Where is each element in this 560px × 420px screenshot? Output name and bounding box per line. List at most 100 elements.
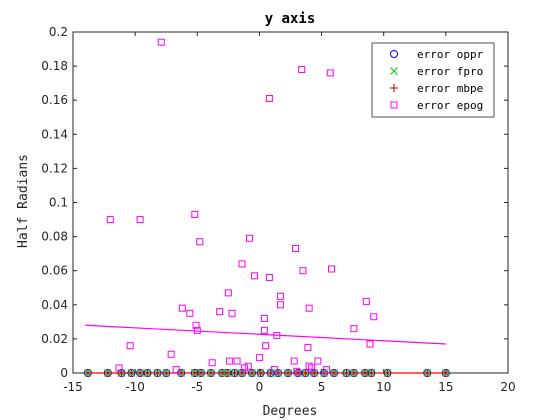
error-epog-point (323, 366, 331, 374)
error-mbpe-point (293, 369, 302, 377)
error-mbpe-point (136, 369, 145, 377)
legend-label: error mbpe (417, 82, 483, 95)
error-epog-point (106, 216, 114, 224)
error-epog-point (350, 325, 358, 333)
error-epog-point (208, 359, 216, 367)
error-epog-point (291, 245, 299, 253)
error-epog-point (136, 216, 144, 224)
y-tick-label: 0 (60, 366, 68, 380)
chart-title: y axis (265, 11, 316, 27)
x-tick-label: -10 (125, 380, 145, 394)
y-tick-label: 0.02 (41, 332, 68, 346)
x-tick-label: -15 (63, 380, 83, 394)
error-mbpe-point (441, 369, 450, 377)
error-epog-point (228, 309, 236, 317)
error-epog-point (245, 234, 253, 242)
error-mbpe-point (127, 369, 136, 377)
error-mbpe-point (143, 369, 152, 377)
y-tick-label: 0.04 (41, 298, 68, 312)
legend-label: error epog (417, 99, 483, 112)
legend-label: error oppr (417, 48, 484, 61)
y-tick-label: 0.18 (41, 59, 68, 73)
error-mbpe-point (256, 369, 265, 377)
y-tick-label: 0.06 (41, 264, 68, 278)
error-epog-point (241, 364, 249, 372)
error-epog-point (126, 342, 134, 350)
legend-marker (390, 67, 398, 75)
error-mbpe-point (83, 369, 92, 377)
error-epog-point (191, 210, 199, 218)
error-epog-point (255, 354, 263, 362)
error-mbpe-point (230, 369, 239, 377)
error-epog-point (196, 238, 204, 246)
legend-marker (390, 101, 398, 109)
error-mbpe-point (153, 369, 162, 377)
error-mbpe-point (117, 369, 126, 377)
error-epog-point (366, 340, 374, 348)
error-mbpe-point (206, 369, 215, 377)
error-mbpe-point (423, 369, 432, 377)
error-epog-point (299, 267, 307, 275)
error-epog-point (192, 321, 200, 329)
error-epog-point (157, 38, 165, 46)
y-tick-label: 0.16 (41, 93, 68, 107)
error-epog-point (238, 260, 246, 268)
legend: error oppr error fpro error mbpe error epog (371, 42, 495, 118)
error-epog-point (244, 362, 252, 370)
error-epog-point (370, 313, 378, 321)
error-epog-point (277, 301, 285, 309)
error-mbpe-point (103, 369, 112, 377)
error-epog-point (265, 274, 273, 282)
error-epog-point (193, 326, 201, 334)
legend-label: error fpro (417, 65, 483, 78)
error-epog-point (362, 297, 370, 305)
error-epog-point (186, 309, 194, 317)
y-tick-label: 0.08 (41, 230, 68, 244)
x-tick-label: 20 (500, 380, 515, 394)
error-mbpe-point (330, 369, 338, 377)
error-epog-point (290, 357, 298, 365)
error-epog-point (298, 66, 306, 74)
y-tick-label: 0.2 (49, 25, 68, 39)
error-epog-point (265, 94, 273, 102)
x-tick-label: 0 (256, 380, 264, 394)
y-tick-label: 0.12 (41, 161, 68, 175)
y-tick-label: 0.1 (49, 196, 68, 210)
error-epog-point (167, 350, 175, 358)
error-epog-point (270, 366, 278, 374)
x-tick-label: 10 (376, 380, 391, 394)
error-mbpe-point (238, 369, 247, 377)
error-epog-point (273, 331, 281, 339)
error-epog-point (226, 357, 234, 365)
error-mbpe-point (247, 369, 256, 377)
error-epog-point (305, 362, 313, 370)
error-epog-point (262, 342, 270, 350)
y-tick-label: 0.14 (41, 127, 68, 141)
error-epog-point (178, 304, 186, 312)
error-epog-point (172, 366, 180, 374)
error-epog-point (304, 343, 312, 351)
error-epog-point (260, 326, 268, 334)
error-epog-point (277, 292, 285, 300)
error-mbpe-point (162, 369, 171, 377)
error-epog-point (328, 265, 336, 273)
error-mbpe-point (197, 369, 206, 377)
legend-marker (390, 50, 398, 58)
error-epog-point (233, 357, 241, 365)
error-mbpe-point (310, 369, 319, 377)
error-mbpe-point (349, 369, 358, 377)
error-epog-point (224, 289, 232, 297)
error-epog-point (305, 304, 313, 312)
error-epog-point (115, 364, 123, 372)
error-mbpe-point (301, 369, 310, 377)
error-mbpe-point (342, 369, 351, 377)
error-mbpe-point (383, 369, 392, 377)
y-axis-label: Half Radians (16, 154, 31, 248)
error-epog-point (250, 272, 258, 280)
fit-line (85, 324, 446, 345)
error-epog-point (314, 357, 322, 365)
error-epog-point (326, 69, 334, 77)
error-mbpe-point (284, 369, 293, 377)
legend-marker (390, 84, 398, 92)
x-axis-label: Degrees (263, 404, 318, 419)
